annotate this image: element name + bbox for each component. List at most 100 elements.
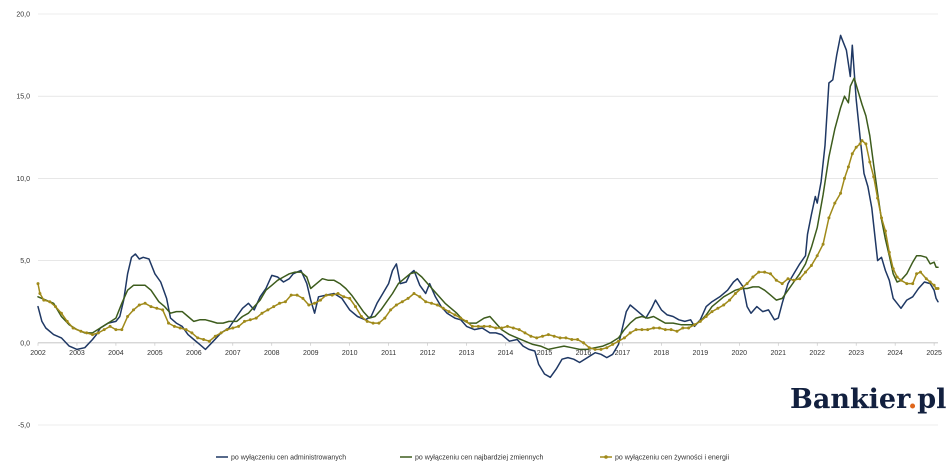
data-point (161, 308, 165, 312)
data-point (207, 339, 211, 343)
x-tick-label: 2022 (809, 350, 825, 357)
data-point (120, 328, 124, 332)
data-point (681, 326, 685, 330)
x-tick-label: 2020 (732, 350, 748, 357)
data-point (899, 278, 903, 282)
x-tick-label: 2012 (420, 350, 436, 357)
data-point (860, 139, 864, 143)
data-point (412, 292, 416, 295)
data-point (59, 311, 63, 315)
data-point (278, 301, 282, 305)
data-point (599, 347, 603, 351)
data-point (891, 267, 895, 271)
data-point (517, 328, 521, 332)
data-point (640, 328, 644, 332)
data-point (905, 282, 909, 286)
data-point (663, 328, 667, 332)
data-point (733, 292, 737, 295)
y-axis-ticks: -5,0 0,0 5,0 10,0 15,0 20,0 (16, 12, 30, 430)
x-tick-label: 2025 (926, 350, 942, 357)
data-point (617, 339, 620, 343)
data-point (558, 336, 562, 340)
data-point (843, 176, 846, 180)
data-point (827, 216, 831, 220)
data-point (850, 152, 854, 156)
data-point (465, 319, 469, 323)
data-point (447, 310, 451, 314)
data-point (96, 331, 100, 335)
data-point (330, 293, 334, 297)
data-point (932, 283, 936, 287)
data-point (936, 287, 940, 290)
x-tick-label: 2013 (459, 350, 475, 357)
x-tick-label: 2024 (887, 350, 903, 357)
data-point (722, 303, 726, 307)
x-tick-label: 2011 (381, 350, 396, 357)
data-point (196, 336, 200, 340)
data-point (774, 278, 778, 282)
data-point (506, 324, 509, 328)
data-point (821, 242, 825, 246)
data-point (435, 303, 439, 307)
data-point (757, 270, 761, 274)
data-point (85, 331, 89, 335)
x-tick-label: 2007 (225, 350, 241, 357)
x-tick-label: 2002 (30, 350, 46, 357)
data-point (587, 346, 591, 350)
data-point (928, 280, 932, 284)
data-point (260, 311, 264, 315)
data-point (872, 175, 876, 179)
data-point (611, 342, 615, 346)
data-point (219, 331, 223, 335)
data-point (48, 300, 52, 304)
data-point (102, 328, 106, 332)
legend: po wyłączeniu cen administrowanych po wył… (216, 455, 729, 462)
data-point (324, 293, 328, 297)
x-tick-label: 2010 (342, 350, 358, 357)
data-point (365, 319, 369, 323)
x-tick-label: 2017 (615, 350, 631, 357)
data-point (546, 333, 550, 337)
data-point (669, 328, 673, 332)
series-line-2 (37, 77, 939, 351)
data-point (38, 292, 42, 295)
data-point (523, 331, 527, 335)
data-point (137, 303, 141, 307)
data-point (846, 165, 850, 169)
data-point (307, 303, 311, 307)
data-point (406, 296, 410, 300)
x-tick-label: 2003 (69, 350, 85, 357)
data-point (476, 324, 480, 328)
data-point (833, 201, 837, 205)
data-point (248, 318, 252, 322)
data-point (424, 300, 428, 304)
x-tick-label: 2006 (186, 350, 202, 357)
y-tick-label: -5,0 (18, 423, 30, 430)
data-point (552, 334, 556, 338)
legend-label-1: po wyłączeniu cen administrowanych (231, 455, 346, 462)
data-point (400, 300, 404, 304)
data-point (798, 277, 802, 281)
data-point (887, 250, 891, 254)
x-tick-label: 2016 (576, 350, 592, 357)
x-tick-label: 2023 (848, 350, 864, 357)
data-point (359, 315, 363, 318)
data-point (763, 270, 767, 274)
data-point (582, 341, 585, 345)
data-point (65, 319, 69, 323)
data-point (895, 275, 899, 279)
data-point (876, 196, 880, 200)
y-tick-label: 10,0 (16, 176, 30, 183)
data-point (622, 336, 626, 340)
data-point (79, 329, 83, 333)
data-point (243, 319, 246, 323)
data-point (804, 270, 807, 274)
data-point (593, 347, 597, 351)
data-point (541, 334, 544, 338)
x-tick-label: 2019 (693, 350, 709, 357)
series-line-1 (37, 34, 939, 379)
data-point (155, 306, 159, 310)
data-point (394, 303, 398, 307)
data-point (354, 305, 357, 309)
